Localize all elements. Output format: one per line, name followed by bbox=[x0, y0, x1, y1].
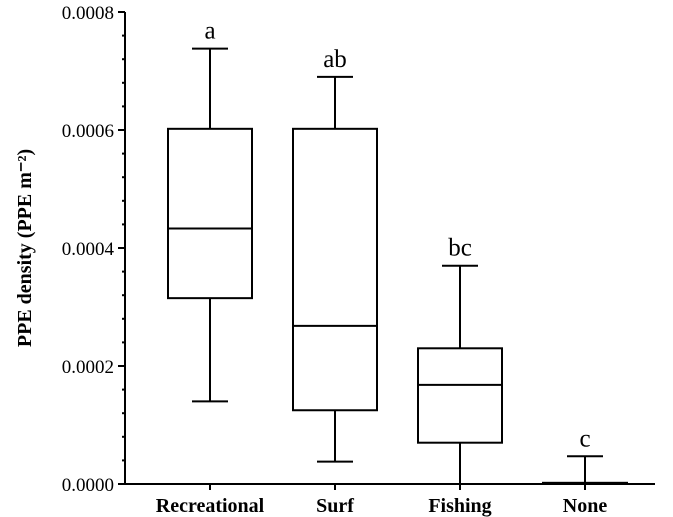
boxes: a ab bc c bbox=[167, 18, 628, 486]
y-tick-label: 0.0008 bbox=[62, 3, 114, 24]
significance-label: c bbox=[579, 425, 590, 452]
y-tick-label: 0.0002 bbox=[62, 357, 114, 378]
significance-label: bc bbox=[448, 235, 472, 262]
iqr-box bbox=[292, 127, 378, 412]
box-recreational: a bbox=[167, 18, 253, 403]
box-fishing: bc bbox=[417, 235, 503, 484]
y-tick-label: 0.0004 bbox=[62, 239, 115, 260]
x-tick-label-recreational: Recreational bbox=[156, 495, 265, 517]
x-axis: Recreational Surf Fishing None bbox=[125, 483, 655, 517]
significance-label: a bbox=[204, 18, 215, 45]
iqr-box bbox=[417, 347, 503, 444]
y-axis-label: PPE density (PPE m⁻²) bbox=[14, 149, 36, 347]
box-none: c bbox=[542, 425, 628, 486]
box-surf: ab bbox=[292, 46, 378, 463]
x-tick-label-surf: Surf bbox=[316, 495, 354, 517]
significance-label: ab bbox=[323, 46, 347, 73]
iqr-box bbox=[167, 127, 253, 300]
y-tick-label: 0.0000 bbox=[62, 475, 114, 496]
x-tick-label-none: None bbox=[563, 495, 608, 517]
y-tick-label: 0.0006 bbox=[62, 121, 114, 142]
x-tick-label-fishing: Fishing bbox=[428, 495, 491, 517]
y-axis: 0.0000 0.0002 0.0004 0.0006 0.0008 bbox=[62, 3, 126, 496]
